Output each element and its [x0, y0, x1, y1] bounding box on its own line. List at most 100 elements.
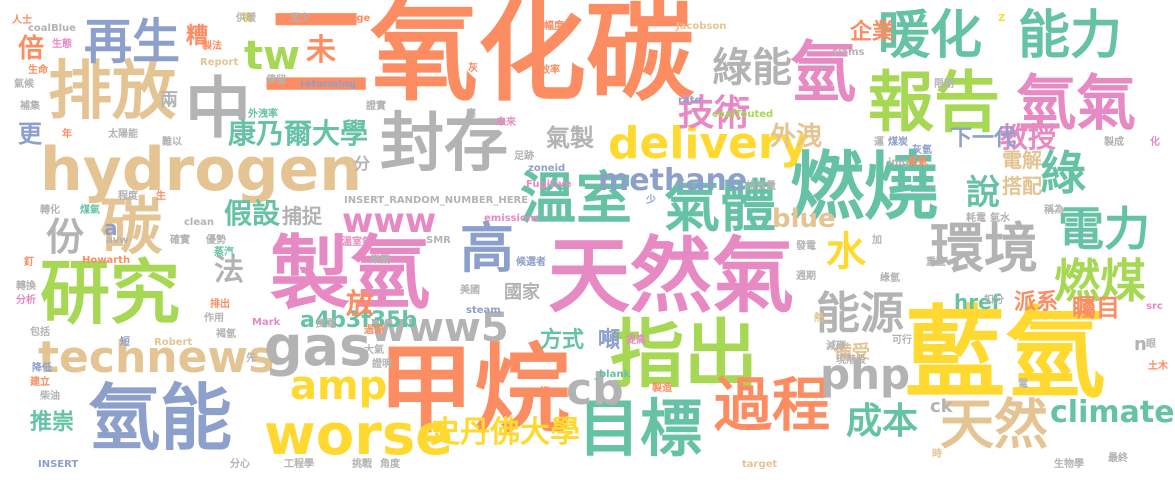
word-target-en: target — [742, 459, 778, 470]
word-candidate: 候選者 — [516, 257, 546, 268]
word-transport: 運 — [874, 137, 884, 148]
word-praise: 推崇 — [30, 410, 75, 435]
word-cb: cb — [566, 364, 624, 415]
word-carbon-reduction: 減碳 — [826, 341, 846, 352]
word-heating: 供暖 — [236, 13, 256, 24]
word-two: 兩 — [160, 90, 178, 111]
word-cycle: 週期 — [796, 271, 816, 282]
word-next-generation: 下一代 — [950, 126, 1017, 151]
word-process-method: 製法 — [202, 41, 222, 52]
word-coaltouted: coalTouted — [712, 109, 774, 120]
word-climate: climate — [1050, 395, 1175, 430]
word-href: href — [954, 290, 1001, 314]
word-fugitive: Fugitive — [526, 179, 572, 190]
word-generate: 發電 — [796, 241, 816, 252]
word-faction: 派系 — [1014, 290, 1059, 315]
word-leak-rate: 外洩率 — [248, 109, 278, 120]
word-optimistic: 樂觀 — [370, 255, 390, 266]
word-vapor: 蒸氣 — [908, 157, 928, 168]
word-pairing: 搭配 — [1002, 174, 1042, 198]
word-raise: 提高 — [626, 335, 646, 346]
word-conversion: 轉化 — [40, 205, 60, 216]
word-coal: 煤炭 — [888, 137, 908, 148]
word-technology: 技術 — [678, 93, 751, 134]
word-manufacture: 製造 — [652, 383, 672, 394]
word-process: 過程 — [714, 371, 831, 439]
word-first: 先 — [246, 353, 256, 364]
word-enterprise: 企業 — [850, 20, 895, 45]
word-solar: 太陽能 — [108, 129, 138, 140]
word-blank: _blank — [594, 369, 631, 380]
word-source: 過源 — [364, 325, 384, 336]
word-tw: tw — [244, 33, 301, 79]
word-bad: 糟 — [186, 24, 209, 49]
word-gas-production: 氣製 — [546, 124, 594, 152]
word-civil: 土木 — [1148, 361, 1168, 372]
word-stay: 停留 — [266, 75, 286, 86]
word-storage: 封存 — [380, 107, 508, 181]
word-climate-zh: 氣候 — [14, 79, 34, 90]
word-insert-random: INSERT_RANDOM_NUMBER_HERE — [344, 195, 529, 206]
word-ton: 噸 — [598, 328, 621, 353]
word-effect: 作用 — [204, 313, 224, 324]
word-capability: 能力 — [1018, 6, 1123, 66]
word-law: 法 — [214, 253, 244, 288]
word-range: 幅度 — [544, 21, 564, 32]
word-usa: 美國 — [460, 285, 480, 296]
word-warming: 暖化 — [878, 6, 983, 66]
word-energy: 能源 — [816, 288, 904, 339]
word-jacobson: Jacobson — [676, 21, 727, 32]
word-professor: 教授 — [1000, 121, 1057, 154]
word-discharge: 排出 — [210, 299, 230, 310]
word-personage: 人士 — [12, 15, 32, 26]
word-z: Z — [998, 13, 1006, 24]
word-methane-en: methane — [598, 163, 748, 198]
word-www: www — [342, 201, 437, 241]
word-distract: 分心 — [230, 459, 250, 470]
word-nail: 釘 — [24, 257, 34, 268]
word-hard: 難以 — [162, 137, 182, 148]
word-made-into: 製成 — [1104, 137, 1124, 148]
word-short: 短 — [120, 337, 130, 348]
word-wind-power: 風電 — [316, 319, 336, 330]
word-transfer: 轉換 — [16, 281, 36, 292]
word-establish: 建立 — [30, 377, 50, 388]
word-environment: 環境 — [930, 217, 1038, 280]
word-assumption: 假設 — [224, 197, 281, 230]
word-technews: technews — [38, 332, 275, 383]
word-time: 時 — [932, 449, 942, 460]
word-greenhouse: 溫室 — [520, 167, 632, 232]
word-gray-hydrogen: 灰氫 — [912, 145, 932, 156]
word-reduce: 降低 — [32, 363, 52, 374]
word-avw: avw — [106, 235, 129, 246]
word-analysis: 分析 — [16, 295, 36, 306]
word-at-least: 至少 — [290, 13, 310, 24]
word-manuscript: 稿 — [242, 13, 252, 24]
word-gray: 灰 — [468, 63, 478, 74]
word-php: php — [820, 350, 911, 399]
word-hydrogen-en: hydrogen — [40, 135, 362, 205]
word-zoneid: zoneid — [528, 163, 566, 174]
word-footprint: 足跡 — [514, 151, 534, 162]
word-attention: 矚目 — [1072, 294, 1120, 322]
word-insert: INSERT — [38, 459, 79, 470]
word-greenhouse-gas: 溫室氣 — [342, 237, 372, 248]
word-a4b3f35b: a4b3f35b — [300, 308, 418, 333]
word-eye: 眼 — [1146, 339, 1156, 350]
word-ck: ck — [930, 396, 953, 417]
word-minute: 分 — [354, 154, 371, 173]
word-report: 報告 — [868, 64, 1000, 141]
word-none: 沒 — [540, 387, 550, 398]
word-clean: clean — [184, 217, 215, 228]
word-natural: 天然 — [940, 393, 1048, 456]
word-steam-en: steam — [466, 305, 501, 316]
word-biology: 生物學 — [1054, 459, 1084, 470]
word-coal-gas: 煤氣 — [80, 205, 100, 216]
word-hydrogen-gas: 氫氣 — [1016, 69, 1136, 139]
word-src: src — [1146, 301, 1163, 312]
word-portion: 份 — [46, 215, 85, 259]
word-country: 國家 — [504, 282, 540, 303]
word-coal-burning: 燃煤 — [1054, 254, 1146, 308]
word-deadline: 限期 — [934, 79, 954, 90]
word-howarth: Howarth — [82, 255, 131, 266]
